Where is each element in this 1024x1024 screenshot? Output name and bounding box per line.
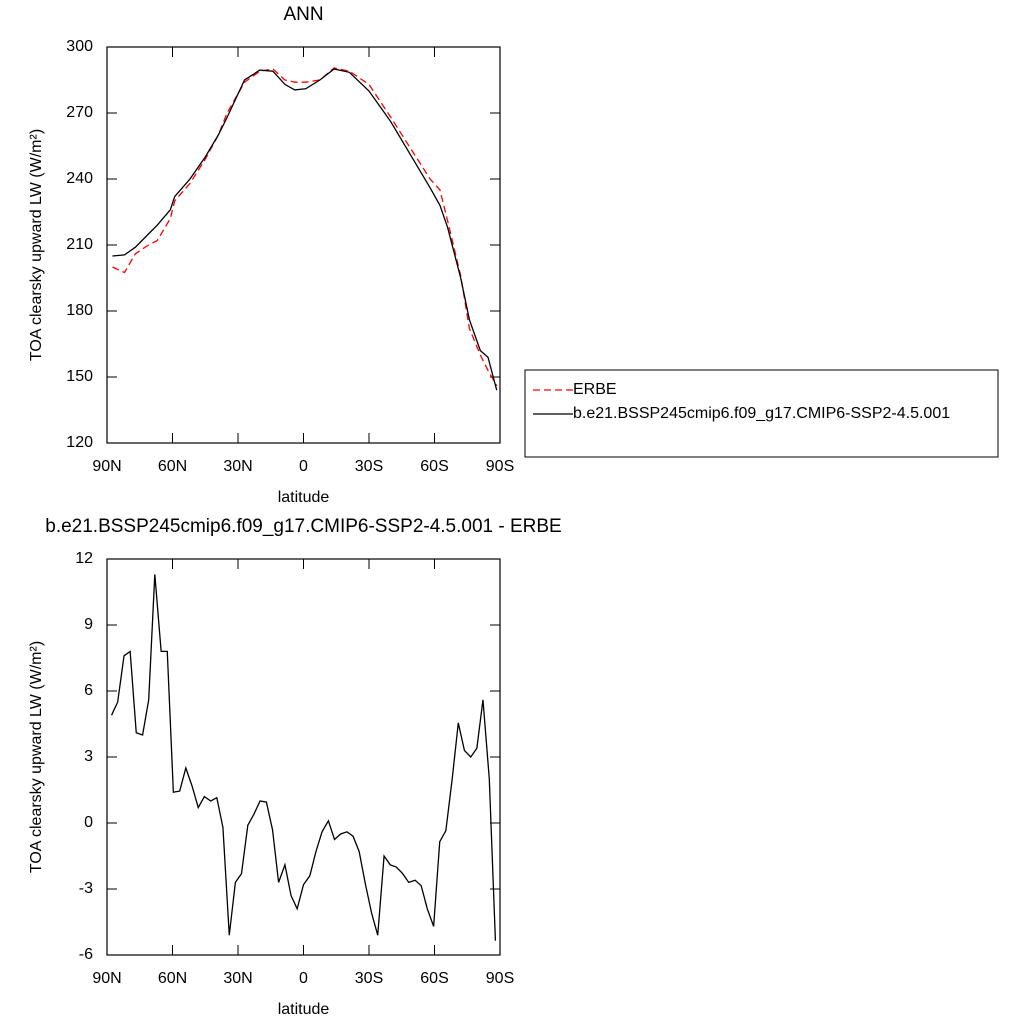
x-tick-label: 60N [158,970,187,987]
chart-title: ANN [283,4,323,25]
y-axis-label: TOA clearsky upward LW (W/m²) [28,641,45,873]
y-tick-label: 9 [84,616,93,633]
y-tick-label: -3 [79,880,93,897]
x-tick-label: 90S [486,458,514,475]
legend-label: b.e21.BSSP245cmip6.f09_g17.CMIP6-SSP2-4.… [573,405,950,422]
y-tick-label: 0 [84,814,93,831]
y-tick-label: 6 [84,682,93,699]
x-tick-label: 60S [420,458,448,475]
y-tick-label: 180 [66,302,93,319]
data-line [112,67,498,387]
plot-frame [106,46,501,444]
x-axis-label: latitude [278,1001,330,1018]
y-tick-label: -6 [79,946,93,963]
legend-label: ERBE [573,381,617,398]
x-tick-label: 90N [92,458,121,475]
y-tick-label: 12 [75,550,93,567]
x-tick-label: 30N [223,970,252,987]
x-tick-label: 60N [158,458,187,475]
y-axis-label: TOA clearsky upward LW (W/m²) [28,129,45,361]
x-tick-label: 0 [299,458,308,475]
x-tick-label: 90S [486,970,514,987]
x-tick-label: 60S [420,970,448,987]
data-line [110,574,497,941]
data-line [112,68,498,391]
x-tick-label: 90N [92,970,121,987]
y-tick-label: 3 [84,748,93,765]
x-tick-label: 30S [355,970,383,987]
chart-title: b.e21.BSSP245cmip6.f09_g17.CMIP6-SSP2-4.… [45,516,561,537]
y-tick-label: 150 [66,368,93,385]
legend-box [524,369,999,458]
y-tick-label: 120 [66,434,93,451]
x-axis-label: latitude [278,489,330,506]
y-tick-label: 270 [66,104,93,121]
plot-frame [106,558,501,956]
y-tick-label: 210 [66,236,93,253]
legend: ERBE b.e21.BSSP245cmip6.f09_g17.CMIP6-SSP… [524,369,999,458]
x-tick-label: 0 [299,970,308,987]
y-tick-label: 300 [66,38,93,55]
y-tick-label: 240 [66,170,93,187]
x-tick-label: 30S [355,458,383,475]
x-tick-label: 30N [223,458,252,475]
